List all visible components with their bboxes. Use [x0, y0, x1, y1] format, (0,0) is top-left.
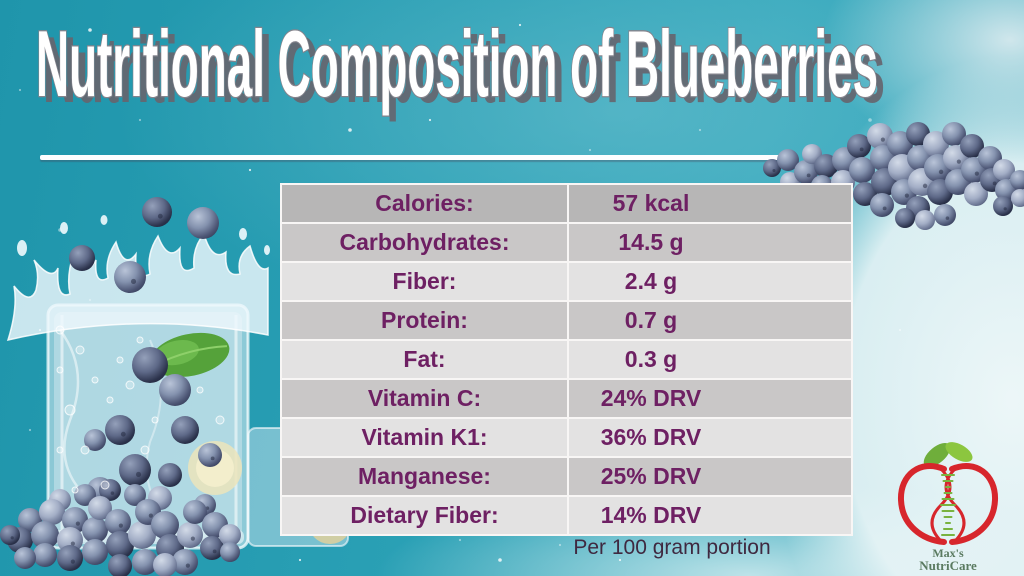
nutrient-label: Manganese: — [282, 458, 567, 495]
nutrient-value: 36% DRV — [569, 419, 851, 456]
page-title-text: Nutritional Composition of Blueberries — [36, 12, 878, 116]
page-title-shadow: Nutritional Composition of Blueberries — [43, 17, 885, 122]
nutrient-value: 14% DRV — [569, 497, 851, 534]
nutrient-label: Dietary Fiber: — [282, 497, 567, 534]
nutrient-value: 24% DRV — [569, 380, 851, 417]
nutrient-label: Calories: — [282, 185, 567, 222]
nutrient-value: 0.7 g — [569, 302, 851, 339]
nutrient-value: 0.3 g — [569, 341, 851, 378]
table-row: Vitamin K1: 36% DRV — [282, 419, 851, 456]
nutrient-label: Vitamin C: — [282, 380, 567, 417]
nutrition-table: Calories: 57 kcal Carbohydrates: 14.5 g Fibe… — [280, 183, 853, 536]
title-underline — [40, 155, 790, 160]
nutrient-label: Protein: — [282, 302, 567, 339]
table-row: Protein: 0.7 g — [282, 302, 851, 339]
page-title: Nutritional Composition of Blueberries N… — [35, 12, 885, 122]
table-row: Carbohydrates: 14.5 g — [282, 224, 851, 261]
nutrient-value: 14.5 g — [569, 224, 851, 261]
maxs-nutricare-logo: Max's NutriCare — [897, 442, 999, 573]
table-row: Manganese: 25% DRV — [282, 458, 851, 495]
table-row: Dietary Fiber: 14% DRV — [282, 497, 851, 534]
leaf-icon — [923, 442, 973, 467]
table-row: Fiber: 2.4 g — [282, 263, 851, 300]
apple-dna-icon — [897, 463, 999, 545]
table-row: Calories: 57 kcal — [282, 185, 851, 222]
blueberry-cluster-top-right — [763, 122, 1024, 230]
water-bubbles — [55, 325, 225, 494]
nutrient-value: 25% DRV — [569, 458, 851, 495]
nutrient-value: 2.4 g — [569, 263, 851, 300]
logo-name-line1: Max's — [932, 546, 964, 560]
blueberries — [0, 197, 241, 576]
nutrient-label: Fat: — [282, 341, 567, 378]
logo-name-line2: NutriCare — [919, 558, 977, 573]
nutrient-label: Carbohydrates: — [282, 224, 567, 261]
nutrient-value: 57 kcal — [569, 185, 851, 222]
nutrient-label: Vitamin K1: — [282, 419, 567, 456]
table-row: Vitamin C: 24% DRV — [282, 380, 851, 417]
portion-note: Per 100 gram portion — [573, 536, 771, 559]
nutrient-label: Fiber: — [282, 263, 567, 300]
table-row: Fat: 0.3 g — [282, 341, 851, 378]
